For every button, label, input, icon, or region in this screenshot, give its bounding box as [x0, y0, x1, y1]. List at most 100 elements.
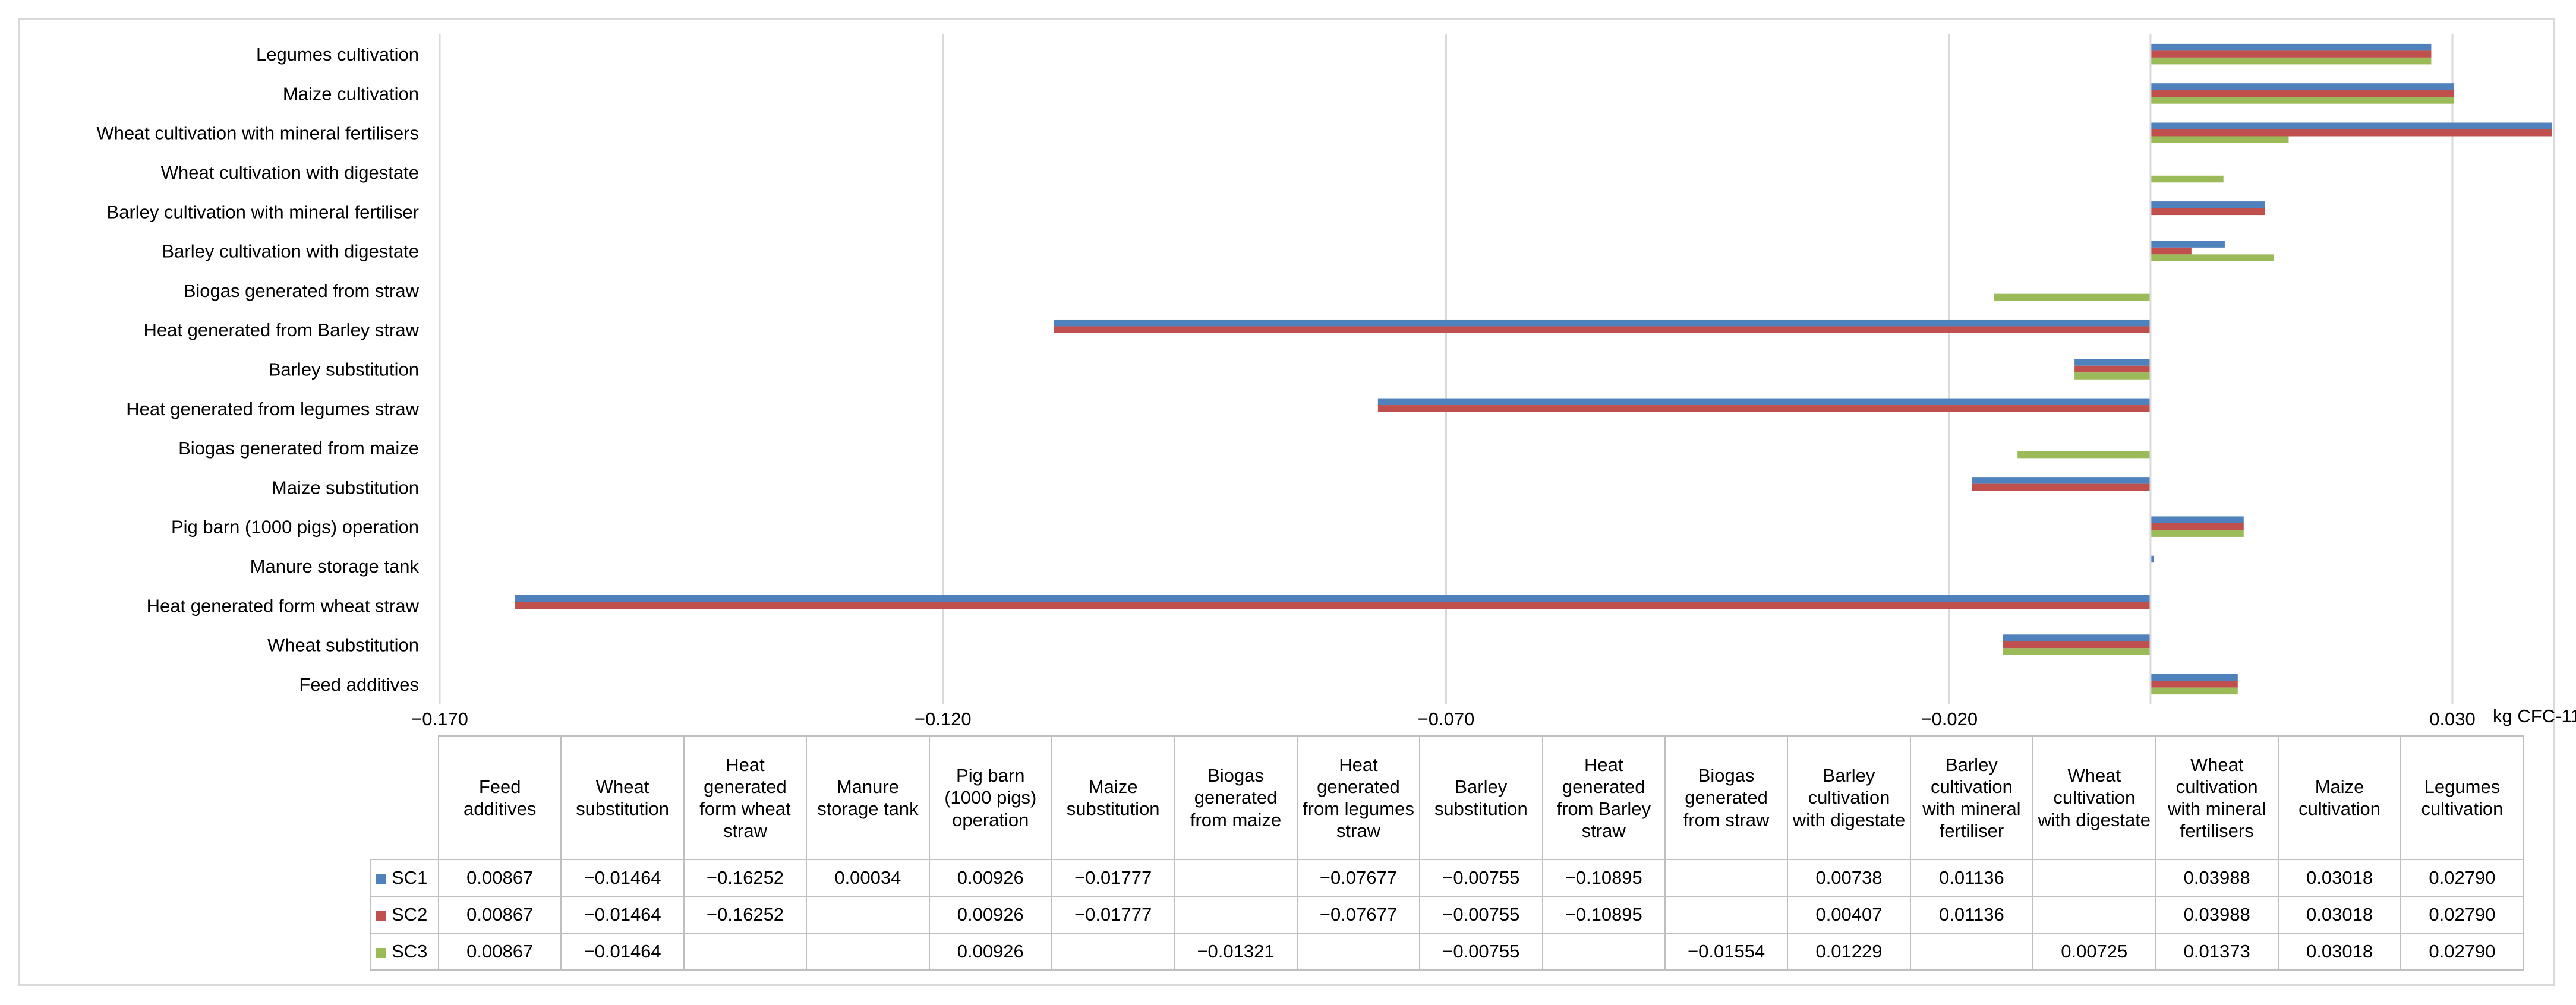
table-row: SC3 0.00867 −0.01464 0.00926 −0.01321 −0.0075…	[370, 933, 2524, 971]
bar-sc2	[1972, 483, 2151, 491]
table-column-header: Feed additives	[437, 735, 562, 860]
table-column-header: Heat generated from legumes straw	[1296, 735, 1421, 860]
bar-sc1	[2150, 241, 2225, 248]
category-label: Feed additives	[299, 674, 419, 695]
category-label: Barley cultivation with mineral fertilis…	[107, 201, 419, 222]
table-corner	[370, 736, 439, 860]
bar-sc1	[2150, 201, 2265, 208]
table-cell	[1664, 896, 1789, 934]
bar-sc1	[2150, 83, 2455, 90]
bar-sc1	[2150, 43, 2432, 51]
bar-sc2	[2150, 90, 2455, 97]
legend-swatch	[376, 911, 386, 921]
bar-sc2	[2074, 365, 2151, 373]
legend-swatch	[376, 947, 386, 958]
x-tick-label: −0.020	[1921, 709, 1978, 729]
category-label: Barley cultivation with digestate	[162, 241, 419, 262]
table-cell: 0.00725	[2032, 933, 2156, 971]
legend-key: SC1	[370, 859, 439, 897]
category-label: Wheat cultivation with digestate	[161, 162, 419, 183]
table-cell: 0.01136	[1909, 859, 2034, 897]
table-cell: −0.01777	[1051, 896, 1175, 934]
bar-sc1	[2150, 674, 2238, 681]
table-cell: 0.02790	[2400, 859, 2524, 897]
x-tick-label: −0.070	[1418, 709, 1475, 729]
table-cell: 0.02790	[2400, 933, 2524, 971]
category-label: Wheat substitution	[267, 635, 419, 656]
bar-sc2	[2150, 129, 2552, 137]
table-cell: 0.00867	[437, 896, 562, 934]
x-tick-label: −0.170	[411, 709, 468, 729]
table-cell: 0.01229	[1787, 933, 1911, 971]
table-column-header: Biogas generated from maize	[1174, 735, 1298, 860]
table-cell	[1174, 859, 1298, 897]
legend-series-name: SC2	[392, 904, 428, 925]
bar-sc3	[1994, 293, 2151, 301]
bar-sc1	[515, 595, 2151, 602]
table-cell: −0.01464	[560, 896, 685, 934]
table-cell: −0.00755	[1419, 933, 1543, 971]
x-tick-label: 0.030	[2429, 709, 2476, 729]
bar-sc1	[1054, 319, 2151, 327]
bar-sc2	[2150, 247, 2192, 255]
category-label: Heat generated form wheat straw	[147, 595, 420, 616]
legend-key: SC2	[370, 896, 439, 934]
bar-sc1	[2150, 122, 2552, 129]
table-cell	[806, 896, 930, 934]
legend-swatch	[376, 874, 386, 884]
category-label: Biogas generated from straw	[184, 280, 420, 301]
table-cell: 0.00867	[437, 933, 562, 971]
table-cell: −0.07677	[1296, 896, 1421, 934]
table-cell: 0.02790	[2400, 896, 2524, 934]
category-label: Pig barn (1000 pigs) operation	[171, 517, 419, 538]
table-cell	[683, 933, 808, 971]
table-cell	[2032, 859, 2156, 897]
table-cell: −0.01554	[1664, 933, 1789, 971]
category-label: Heat generated from Barley straw	[144, 320, 420, 340]
table-cell	[806, 933, 930, 971]
table-column-header: Wheat cultivation with mineral fertilise…	[2155, 735, 2279, 860]
bar-sc3	[2074, 372, 2151, 380]
table-cell: 0.03018	[2277, 896, 2402, 934]
bar-sc1	[2150, 516, 2244, 523]
bar-sc2	[2150, 208, 2265, 216]
table-cell: 0.00738	[1787, 859, 1911, 897]
table-cell: 0.03988	[2155, 896, 2279, 934]
bar-sc1	[2074, 359, 2151, 366]
table-cell	[1296, 933, 1421, 971]
table-cell: 0.01136	[1909, 896, 2034, 934]
bar-sc3	[2150, 97, 2455, 104]
table-cell: 0.00867	[437, 859, 562, 897]
table-column-header: Maize substitution	[1051, 735, 1175, 860]
table-column-header: Manure storage tank	[806, 735, 930, 860]
table-cell: −0.07677	[1296, 859, 1421, 897]
table-cell: −0.16252	[683, 896, 808, 934]
table-column-header: Wheat cultivation with digestate	[2032, 735, 2156, 860]
table-column-header: Heat generated from Barley straw	[1541, 735, 1666, 860]
table-cell: 0.00926	[928, 933, 1052, 971]
bar-sc3	[2150, 136, 2289, 143]
table-cell: −0.10895	[1541, 859, 1666, 897]
legend-series-name: SC1	[392, 867, 428, 889]
table-cell: 0.00926	[928, 859, 1052, 897]
bar-sc1	[2003, 634, 2151, 641]
table-column-header: Maize cultivation	[2277, 735, 2402, 860]
table-column-header: Barley cultivation with digestate	[1787, 735, 1911, 860]
category-label: Maize substitution	[272, 477, 419, 498]
table-cell	[1909, 933, 2034, 971]
bar-sc1	[2150, 555, 2154, 563]
axis-unit-label: kg CFC-11 eq	[2493, 706, 2576, 726]
table-column-header: Barley cultivation with mineral fertilis…	[1909, 735, 2034, 860]
table-column-header: Biogas generated from straw	[1664, 735, 1789, 860]
category-label: Biogas generated from maize	[178, 438, 419, 459]
bar-sc3	[2150, 57, 2432, 65]
category-label: Barley substitution	[269, 359, 419, 380]
table-cell: −0.16252	[683, 859, 808, 897]
category-label: Legumes cultivation	[256, 44, 419, 65]
table-cell: −0.00755	[1419, 859, 1543, 897]
legend-series-name: SC3	[392, 941, 428, 962]
chart-frame	[18, 18, 2555, 986]
table-cell: 0.03988	[2155, 859, 2279, 897]
bar-sc2	[1377, 405, 2151, 412]
table-column-header: Heat generated form wheat straw	[683, 735, 808, 860]
